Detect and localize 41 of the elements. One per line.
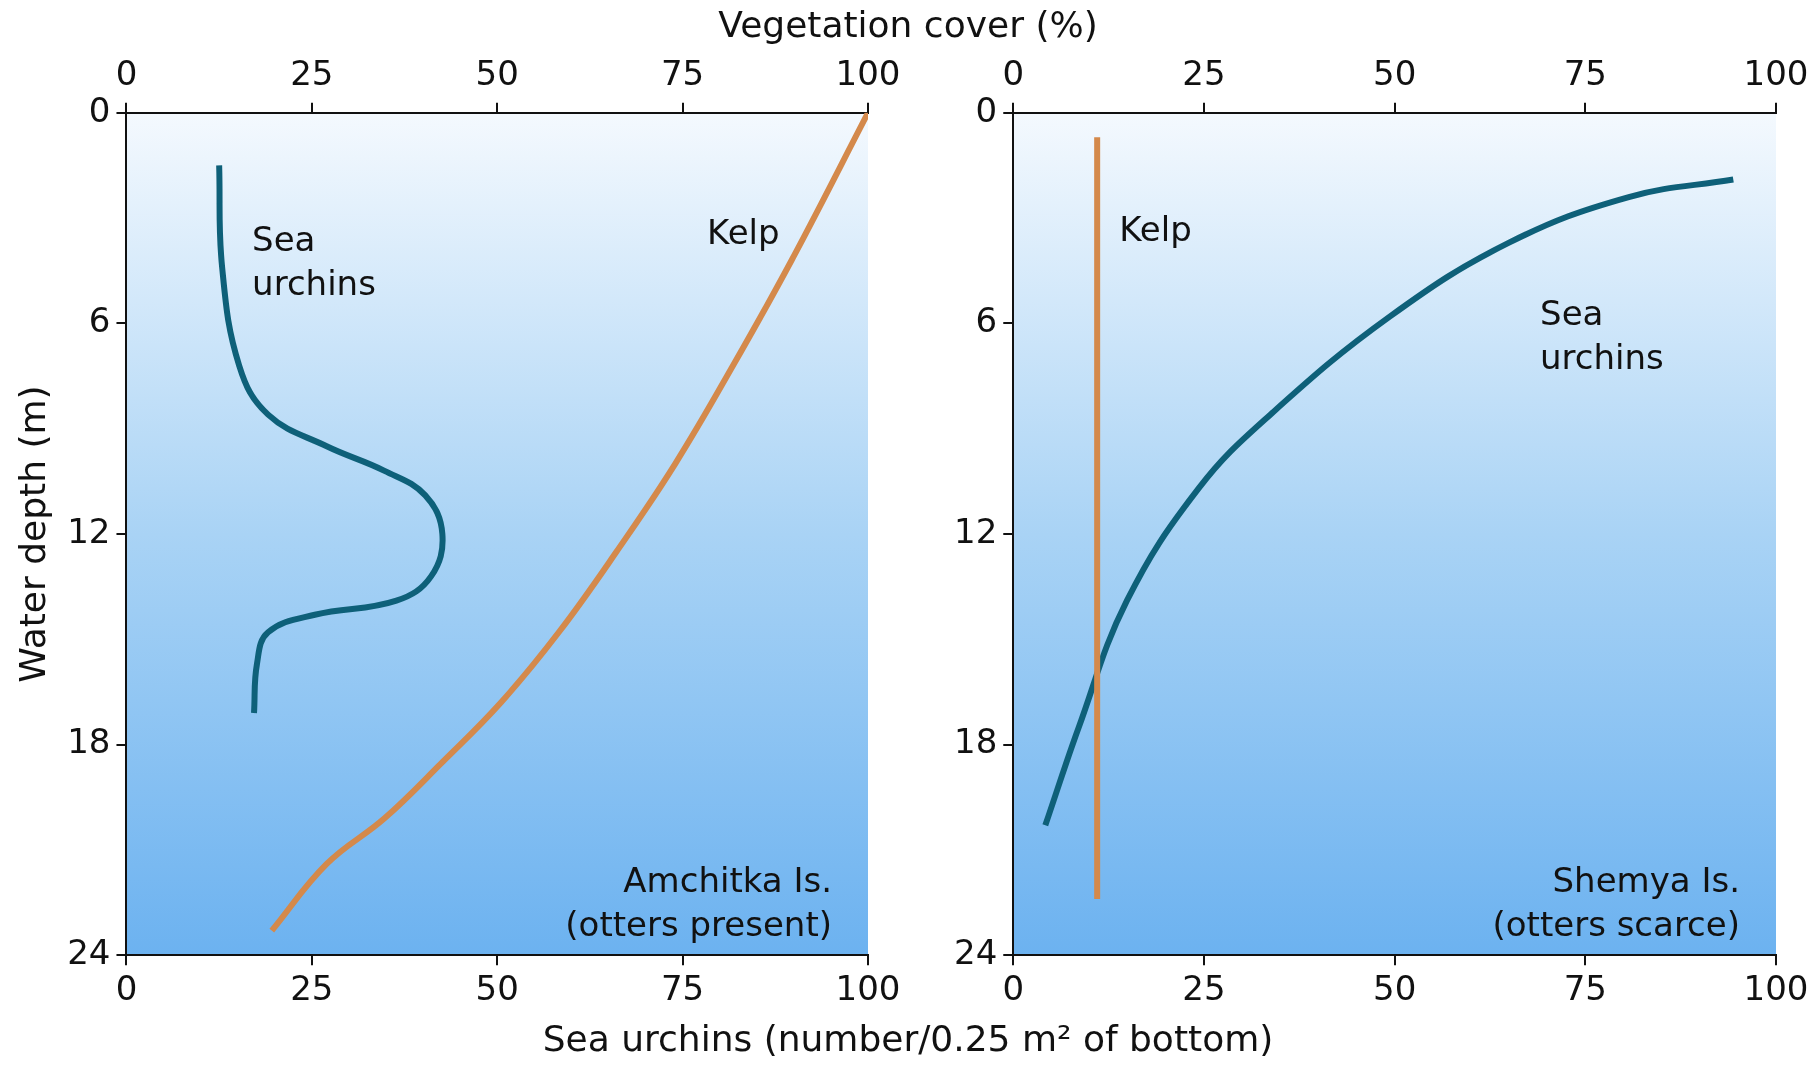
y-tick-label: 6 (88, 300, 111, 341)
series-label: Kelp (707, 212, 780, 253)
x2-tick-label: 0 (115, 53, 138, 94)
y-axis-title: Water depth (m) (11, 385, 53, 683)
x-tick-label: 50 (475, 968, 519, 1009)
x-tick-label: 100 (1743, 968, 1809, 1009)
x-axis-title: Sea urchins (number/0.25 m² of bottom) (541, 1018, 1275, 1059)
y-tick-label: 24 (954, 932, 998, 973)
annotation: Shemya Is. (1552, 860, 1740, 901)
series-label: Sea urchins (1540, 293, 1664, 378)
x-tick-label: 0 (115, 968, 138, 1009)
x2-tick-label: 75 (1563, 53, 1607, 94)
annotation: (otters present) (565, 904, 832, 945)
x-tick-label: 0 (1002, 968, 1025, 1009)
series-label: Sea urchins (252, 219, 376, 304)
annotation: (otters scarce) (1492, 904, 1740, 945)
x-tick-label: 75 (1563, 968, 1607, 1009)
y-tick-label: 18 (954, 721, 998, 762)
x-tick-label: 25 (1182, 968, 1226, 1009)
y-tick-label: 12 (954, 510, 998, 551)
x2-tick-label: 25 (290, 53, 334, 94)
series-label: Kelp (1119, 209, 1192, 250)
y-tick-label: 0 (975, 89, 998, 130)
x2-axis-title: Vegetation cover (%) (717, 4, 1099, 45)
x-tick-label: 100 (835, 968, 901, 1009)
y-tick-label: 24 (67, 932, 111, 973)
y-tick-label: 12 (67, 510, 111, 551)
y-tick-label: 6 (975, 300, 998, 341)
x2-tick-label: 50 (475, 53, 519, 94)
x2-tick-label: 50 (1373, 53, 1417, 94)
x2-tick-label: 100 (1743, 53, 1809, 94)
x2-tick-label: 75 (660, 53, 705, 94)
x-tick-label: 25 (290, 968, 334, 1009)
x-tick-label: 50 (1373, 968, 1417, 1009)
annotation: Amchitka Is. (623, 860, 832, 901)
x2-tick-label: 25 (1182, 53, 1226, 94)
x2-tick-label: 0 (1002, 53, 1025, 94)
y-tick-label: 0 (88, 89, 111, 130)
x-tick-label: 75 (660, 968, 705, 1009)
y-tick-label: 18 (67, 721, 111, 762)
x2-tick-label: 100 (835, 53, 901, 94)
